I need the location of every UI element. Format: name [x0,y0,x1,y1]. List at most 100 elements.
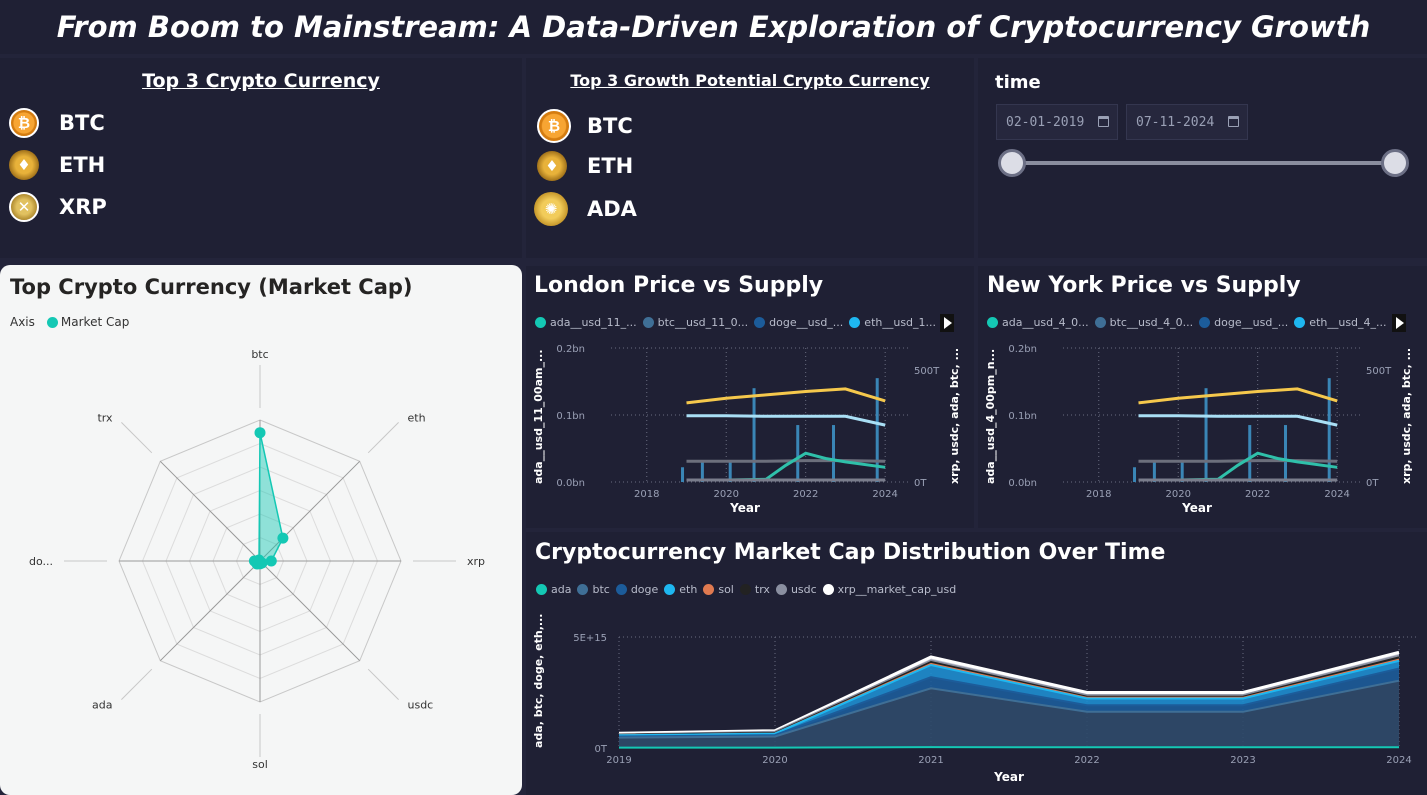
calendar-icon[interactable] [1098,116,1109,127]
x-tick-label: 2019 [606,755,631,766]
legend-dot [822,584,834,595]
radar-point [265,555,277,567]
legend-next-button[interactable] [940,314,954,332]
legend-dot [703,584,715,595]
supply-bar [1327,378,1331,482]
radar-axis [259,460,361,562]
price-line [686,414,886,427]
legend-dot [46,316,58,328]
radar-legend-item[interactable]: Market Cap [60,315,130,329]
legend-item[interactable]: doge__usd_... [754,316,843,329]
distribution-legend: ada btc doge eth sol trx usdc xrp__market_cap_u… [536,583,962,596]
calendar-icon[interactable] [1228,116,1239,127]
legend-item[interactable]: eth [664,583,697,596]
legend-item[interactable]: doge__usd_... [1199,316,1288,329]
coin-label: BTC [59,111,105,135]
radar-category-label: eth [408,412,426,425]
growth-item-ada: ✺ ADA [534,192,637,226]
top3-item-btc: ₿ BTC [9,108,105,138]
supply-bar [728,461,732,482]
time-label: time [995,72,1041,93]
supply-bar [1133,467,1137,482]
x-tick-label: 2022 [793,489,818,500]
legend-label: trx [754,583,770,596]
price-line [686,459,886,463]
cardano-coin-icon: ✺ [534,192,568,226]
x-tick-label: 2022 [1074,755,1099,766]
area-btc [619,680,1399,748]
x-tick-label: 2018 [634,489,659,500]
x-axis-title: Year [729,501,760,515]
price-line [1138,459,1338,463]
radar-axis-extension [367,422,399,454]
time-slider-end-handle[interactable] [1381,149,1409,177]
y-tick-label: 0.2bn [1008,344,1037,355]
start-date-input[interactable]: 02-01-2019 [996,104,1118,140]
legend-item[interactable]: doge [615,583,658,596]
legend-dot [1199,317,1211,328]
supply-bar [700,461,704,482]
supply-bar [1284,425,1288,482]
supply-bar [796,425,800,482]
radar-category-label: btc [251,348,268,361]
y-tick-label: 0.0bn [556,478,585,489]
legend-item[interactable]: eth__usd_4_... [1294,316,1387,329]
price-line [1138,451,1338,482]
newyork-chart: 0.0bn 0.1bn 0.2bn 2018 2020 2022 2024 500T 0T ada… [984,344,1413,515]
legend-dot [664,584,676,595]
area-line-doge [618,667,1400,738]
legend-item[interactable]: eth__usd_1... [849,316,936,329]
legend-item[interactable]: ada__usd_4_0... [987,316,1089,329]
x-axis-title: Year [1181,501,1212,515]
radar-axis-extension [121,422,153,454]
growth-title: Top 3 Growth Potential Crypto Currency [570,71,930,90]
end-date-input[interactable]: 07-11-2024 [1126,104,1248,140]
legend-item[interactable]: usdc [775,583,817,596]
y-axis-title: ada__usd_11_00am_... [532,349,545,484]
legend-item[interactable]: sol [703,583,734,596]
growth-card: Top 3 Growth Potential Crypto Currency ₿… [526,58,974,258]
play-icon [1396,317,1404,329]
radar-category-label: ada [92,699,112,712]
y-tick-label: 0T [595,744,608,755]
supply-bar [1248,425,1252,482]
y-right-tick-label: 0T [914,478,927,489]
x-tick-label: 2024 [1324,489,1349,500]
supply-bar [1180,461,1184,482]
growth-item-eth: ♦ ETH [537,151,633,181]
y-right-tick-label: 500T [914,366,940,377]
supply-bar [1204,388,1208,482]
london-legend: ada__usd_11_... btc__usd_11_0... doge__u… [535,316,942,329]
legend-label: btc [592,583,610,596]
legend-dot [1094,317,1106,328]
legend-item[interactable]: btc [577,583,610,596]
x-tick-label: 2021 [918,755,943,766]
legend-item[interactable]: trx [739,583,770,596]
legend-item[interactable]: ada [536,583,571,596]
time-slider-start-handle[interactable] [998,149,1026,177]
radar-axis [259,560,361,662]
legend-label: xrp__market_cap_usd [837,583,957,596]
x-tick-label: 2024 [1386,755,1411,766]
legend-dot [739,584,751,595]
newyork-card: New York Price vs Supply ada__usd_4_0...… [978,266,1427,528]
radar-category-label: trx [97,412,113,425]
supply-bar [832,425,836,482]
price-line [1138,414,1338,427]
title-bar: From Boom to Mainstream: A Data-Driven E… [0,0,1427,54]
y-right-tick-label: 500T [1366,366,1392,377]
radar-axis-extension [121,668,153,700]
legend-item[interactable]: xrp__market_cap_usd [822,583,957,596]
x-tick-label: 2022 [1245,489,1270,500]
legend-item[interactable]: ada__usd_11_... [535,316,637,329]
supply-bar [752,388,756,482]
legend-item[interactable]: btc__usd_11_0... [642,316,748,329]
x-axis-title: Year [993,770,1024,784]
radar-point [254,427,266,439]
legend-item[interactable]: btc__usd_4_0... [1094,316,1193,329]
legend-label: eth__usd_1... [864,316,937,329]
radar-legend-title: Axis [10,315,35,329]
y-tick-label: 0.2bn [556,344,585,355]
london-card: London Price vs Supply ada__usd_11_... b… [526,266,974,528]
legend-next-button[interactable] [1392,314,1406,332]
